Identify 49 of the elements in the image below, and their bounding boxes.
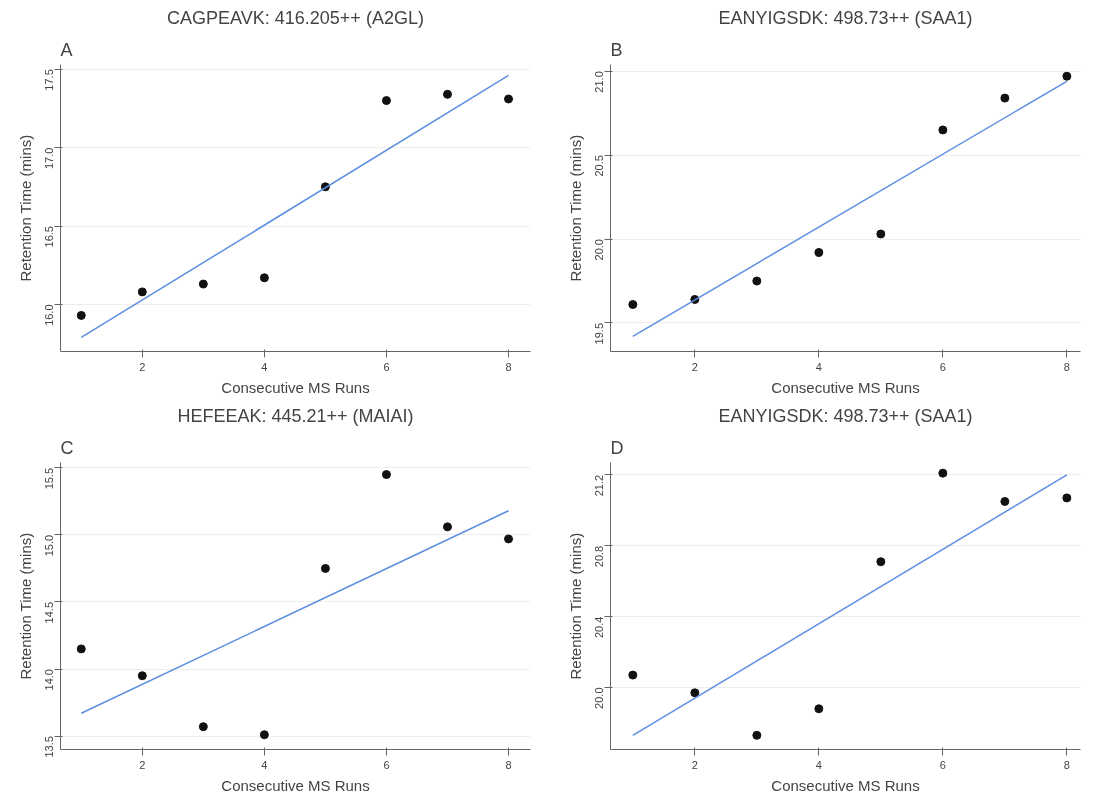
x-tick-label: 8 xyxy=(505,360,512,373)
y-tick-label: 20.8 xyxy=(593,545,606,568)
x-axis-title: Consecutive MS Runs xyxy=(771,776,920,794)
y-tick-label: 20.0 xyxy=(593,239,606,261)
y-tick-label: 19.5 xyxy=(593,322,606,345)
x-axis-title: Consecutive MS Runs xyxy=(221,776,370,794)
y-tick-label: 20.4 xyxy=(593,616,606,639)
x-tick-label: 2 xyxy=(691,360,698,373)
y-tick-label: 14.0 xyxy=(43,669,56,691)
y-tick-label: 15.0 xyxy=(43,534,56,557)
y-tick-label: 13.5 xyxy=(43,736,56,758)
y-tick-label: 20.0 xyxy=(593,687,606,709)
y-tick-label: 15.5 xyxy=(43,467,56,490)
x-tick-label: 6 xyxy=(939,360,946,373)
x-tick-label: 4 xyxy=(815,360,822,373)
y-axis-title: Retention Time (mins) xyxy=(16,134,34,282)
x-axis-title: Consecutive MS Runs xyxy=(221,378,370,396)
x-tick-label: 4 xyxy=(261,758,268,771)
text: B xyxy=(610,39,623,60)
chart-title: EANYIGSDK: 498.73++ (SAA1) xyxy=(718,7,973,28)
x-tick-label: 6 xyxy=(383,758,390,771)
text: A xyxy=(60,39,73,60)
y-tick-label: 16.5 xyxy=(43,226,56,248)
y-axis-title: Retention Time (mins) xyxy=(566,134,584,282)
x-tick-label: 2 xyxy=(691,758,698,771)
x-tick-label: 8 xyxy=(1063,758,1070,771)
y-tick-label: 21.0 xyxy=(593,71,606,93)
y-axis-title: Retention Time (mins) xyxy=(566,532,584,680)
x-tick-label: 2 xyxy=(139,758,146,771)
x-tick-label: 6 xyxy=(383,360,390,373)
x-axis-title: Consecutive MS Runs xyxy=(771,378,920,396)
y-tick-label: 21.2 xyxy=(593,474,606,497)
y-tick-label: 17.5 xyxy=(43,69,56,91)
y-tick-label: 14.5 xyxy=(43,601,56,624)
chart-title: EANYIGSDK: 498.73++ (SAA1) xyxy=(718,405,973,426)
x-tick-label: 4 xyxy=(815,758,822,771)
chart-title: HEFEEAK: 445.21++ (MAIAI) xyxy=(177,405,414,426)
x-tick-label: 8 xyxy=(505,758,512,771)
x-tick-label: 2 xyxy=(139,360,146,373)
x-tick-label: 6 xyxy=(939,758,946,771)
chart-title: CAGPEAVK: 416.205++ (A2GL) xyxy=(167,7,424,28)
y-tick-label: 16.0 xyxy=(43,304,56,326)
x-tick-label: 4 xyxy=(261,360,268,373)
text: C xyxy=(60,437,74,458)
x-tick-label: 8 xyxy=(1063,360,1070,373)
y-axis-title: Retention Time (mins) xyxy=(16,532,34,680)
text: D xyxy=(610,437,624,458)
y-tick-label: 17.0 xyxy=(43,147,56,170)
y-tick-label: 20.5 xyxy=(593,155,606,177)
